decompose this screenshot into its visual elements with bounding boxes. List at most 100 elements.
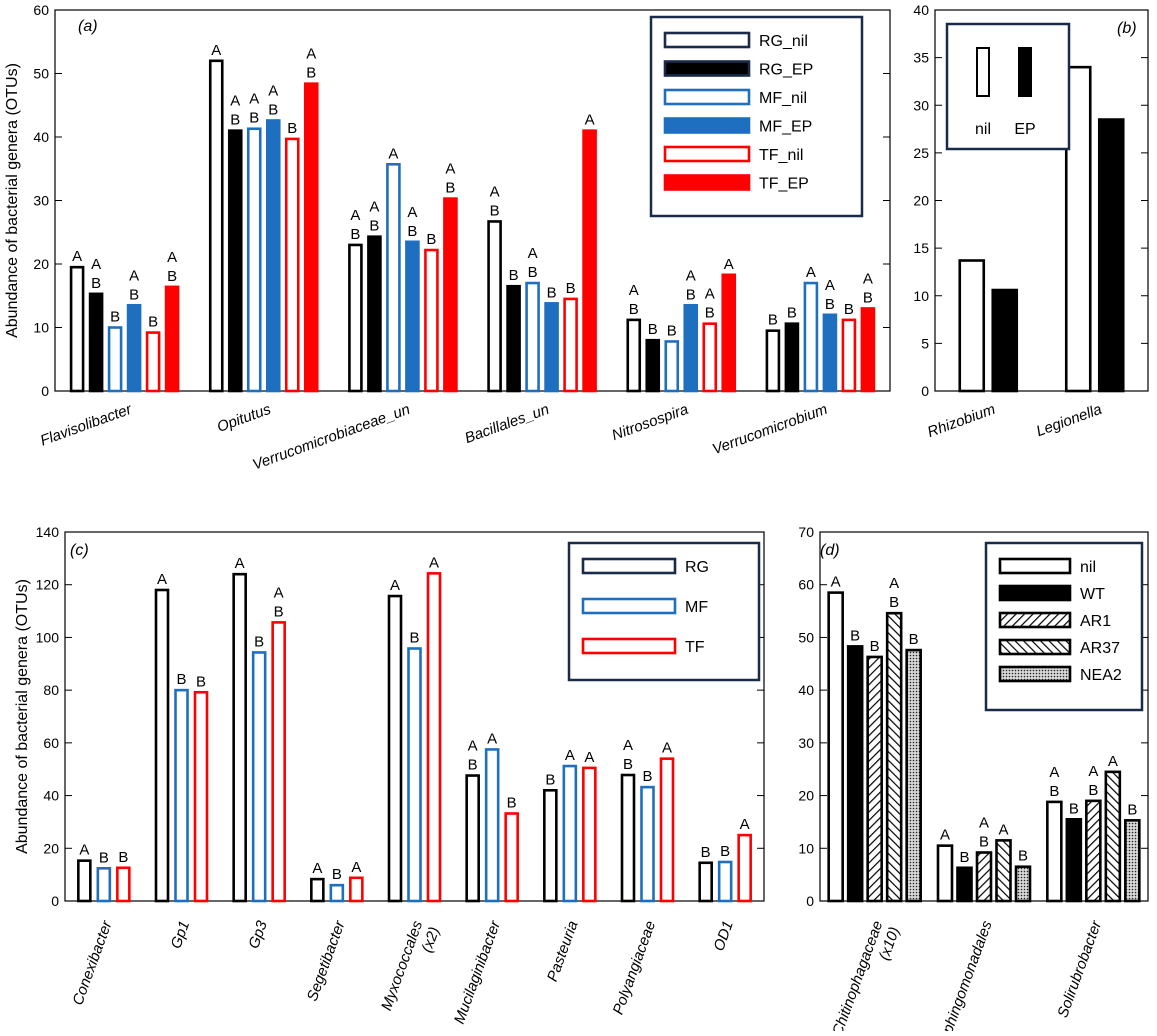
- y-tick-label: 120: [36, 577, 60, 593]
- y-tick-label: 50: [798, 629, 814, 645]
- legend-label-tf-ep: TF_EP: [759, 176, 809, 193]
- legend-swatch-rg-ep: [663, 60, 751, 77]
- bar-mf-ep-verrucomicrobiaceae-un: [405, 240, 420, 393]
- bar-rg-nil-verrucomicrobium: [765, 329, 781, 393]
- significance-letter: B: [350, 226, 360, 243]
- y-tick-label: 5: [921, 335, 929, 351]
- category-label: Opitutus: [215, 401, 274, 436]
- bar-rg-ep-bacillales-un: [506, 284, 521, 393]
- significance-letter: B: [91, 275, 101, 292]
- significance-letter: B: [566, 280, 576, 297]
- category-label-line: Flavisolibacter: [38, 400, 135, 449]
- significance-letter: B: [528, 264, 538, 281]
- y-tick-label: 100: [36, 629, 60, 645]
- bar-rg-od1: [698, 861, 713, 903]
- y-tick-label: 40: [913, 2, 929, 18]
- legend-label-rg-ep: RG_EP: [759, 62, 813, 79]
- category-label: Polyangiaceae: [610, 919, 660, 1017]
- bar-ar1-chitinophagaceae-x10: [866, 655, 883, 903]
- significance-letter: B: [1127, 801, 1137, 818]
- bar-rg-myxococcales-x2: [387, 594, 403, 903]
- legend-label-nil: nil: [975, 121, 991, 138]
- bar-mf-mucilaginibacter: [484, 748, 500, 903]
- significance-letter: A: [129, 267, 139, 284]
- bar-ep-rhizobium: [991, 288, 1019, 393]
- y-tick-label: 30: [33, 193, 49, 209]
- significance-letter: A: [351, 859, 361, 876]
- significance-letter: B: [409, 629, 419, 646]
- significance-letter: B: [445, 180, 455, 197]
- bar-tf-ep-flavisolibacter: [164, 285, 180, 393]
- significance-letter: A: [724, 256, 734, 273]
- bar-nea2-solirubrobacter: [1124, 819, 1141, 903]
- y-tick-label: 10: [913, 288, 929, 304]
- significance-letter: B: [426, 231, 436, 248]
- y-tick-label: 60: [43, 735, 59, 751]
- legend-swatch-mf: [581, 597, 677, 615]
- panel-tag: (d): [820, 542, 840, 559]
- y-tick-label: 60: [33, 2, 49, 18]
- legend-swatch-tf-nil: [663, 145, 751, 163]
- legend-label-ar1: AR1: [1080, 613, 1111, 630]
- significance-letter: A: [167, 249, 177, 266]
- bar-rg-gp1: [154, 588, 170, 903]
- legend-label-ar37: AR37: [1080, 640, 1120, 657]
- category-label-line: OD1: [710, 919, 737, 954]
- category-label-line: Mucilaginibacter: [451, 918, 504, 1027]
- significance-letter: B: [407, 223, 417, 240]
- significance-letter: B: [196, 673, 206, 690]
- significance-letter: B: [825, 296, 835, 313]
- bar-rg-ep-flavisolibacter: [88, 292, 104, 393]
- significance-letter: A: [662, 740, 672, 757]
- significance-letter: B: [959, 849, 969, 866]
- category-label: Chitinophagaceae(x10): [829, 919, 903, 1031]
- significance-letter: A: [211, 42, 221, 59]
- bar-tf-nil-verrucomicrobium: [841, 318, 857, 393]
- category-label-line: Gp1: [168, 919, 194, 951]
- legend-swatch-nil: [998, 557, 1072, 575]
- significance-letter: A: [889, 575, 899, 592]
- significance-letter: A: [445, 161, 455, 178]
- bar-tf-nil-flavisolibacter: [145, 331, 161, 393]
- significance-letter: B: [667, 322, 677, 339]
- significance-letter: B: [129, 286, 139, 303]
- significance-letter: B: [720, 843, 730, 860]
- significance-letter: A: [306, 46, 316, 63]
- y-axis-label: Abundance of bacterial genera (OTUs): [14, 579, 31, 854]
- y-tick-label: 40: [798, 682, 814, 698]
- significance-letter: A: [528, 245, 538, 262]
- legend-swatch-ar1: [998, 611, 1072, 629]
- significance-letter: A: [390, 577, 400, 594]
- significance-letter: B: [629, 301, 639, 318]
- significance-letter: B: [787, 305, 797, 322]
- bar-mf-od1: [717, 860, 733, 903]
- significance-letter: B: [110, 309, 120, 326]
- significance-letter: B: [642, 768, 652, 785]
- significance-letter: A: [584, 749, 594, 766]
- significance-letter: A: [157, 571, 167, 588]
- bar-tf-ep-verrucomicrobium: [860, 307, 876, 393]
- significance-letter: A: [740, 816, 750, 833]
- significance-letter: A: [72, 248, 82, 265]
- bar-mf-ep-opitutus: [265, 119, 281, 393]
- y-tick-label: 35: [913, 50, 929, 66]
- category-label: Verrucomicrobium: [710, 401, 830, 458]
- bar-mf-nil-flavisolibacter: [107, 326, 123, 393]
- bar-mf-myxococcales-x2: [407, 647, 422, 903]
- bar-tf-segetibacter: [349, 876, 364, 903]
- significance-letter: A: [565, 747, 575, 764]
- y-tick-label: 10: [798, 840, 814, 856]
- panel-b-chart: 0 5 10 15 20 25 30 35 40 (b) Rhizobium Legionella ni…: [913, 2, 1149, 441]
- significance-letter: B: [287, 120, 297, 137]
- legend-label-wt: WT: [1080, 586, 1105, 603]
- y-tick-label: 70: [798, 524, 814, 540]
- bar-tf-gp3: [271, 621, 286, 903]
- y-tick-label: 140: [36, 524, 60, 540]
- significance-letter: A: [585, 112, 595, 129]
- significance-letter: B: [870, 638, 880, 655]
- bar-tf-polyangiaceae: [659, 757, 675, 903]
- significance-letter: B: [889, 594, 899, 611]
- y-tick-label: 0: [41, 383, 49, 399]
- bar-mf-nil-verrucomicrobiaceae-un: [386, 163, 401, 393]
- significance-letter: A: [1108, 753, 1118, 770]
